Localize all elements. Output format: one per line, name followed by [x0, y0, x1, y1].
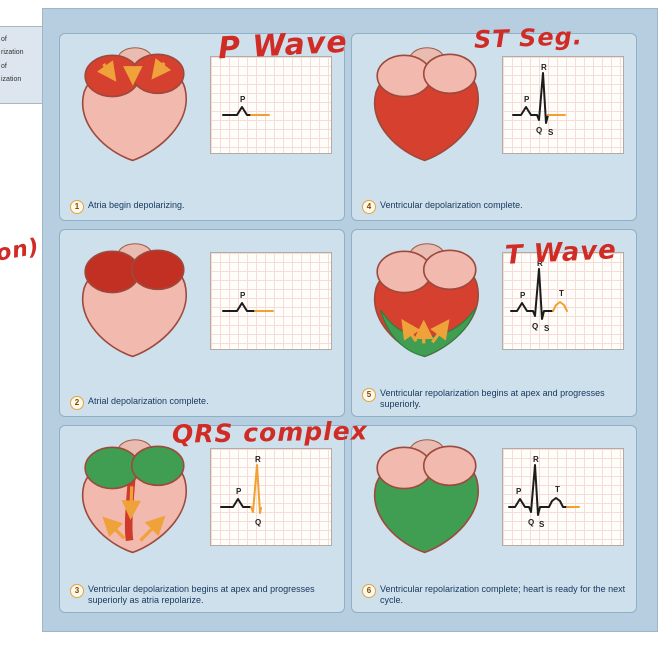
ecg-chart: R P Q S — [502, 56, 624, 154]
ecg-chart: R P Q S T — [502, 448, 624, 546]
left-atrium — [422, 53, 477, 95]
caption-text: Atria begin depolarizing. — [88, 200, 185, 210]
ecg-label-q: Q — [528, 518, 534, 527]
repolarization-arrows-icon — [401, 319, 450, 344]
step-number-badge: 4 — [362, 200, 376, 214]
left-atrium — [422, 445, 477, 487]
caption-text: Atrial depolarization complete. — [88, 396, 209, 406]
ecg-label-p: P — [516, 487, 522, 496]
ecg-chart: R P Q — [210, 448, 332, 546]
ecg-label-r: R — [255, 455, 261, 464]
ecg-trace-black — [512, 72, 549, 124]
panel-2-atrial-depolarization-complete: P 2 Atrial depolarization complete. — [59, 229, 345, 417]
caption-text: Ventricular repolarization complete; hea… — [380, 583, 626, 605]
ecg-label-r: R — [533, 455, 539, 464]
ecg-label-p: P — [240, 291, 246, 300]
heart-illustration — [81, 243, 187, 358]
figure-legend-clipped: of rization of ization — [0, 26, 48, 104]
panel-1-atria-begin-depolarizing: P 1 Atria begin depolarizing. — [59, 33, 345, 221]
ecg-trace-black — [222, 302, 256, 312]
ecg-trace-orange — [250, 464, 262, 514]
step-number-badge: 2 — [70, 396, 84, 410]
panel-3-ventricular-depolarization-begins: R P Q 3 Ventricular depolarization begin… — [59, 425, 345, 613]
ecg-chart: P — [210, 56, 332, 154]
left-atrium — [422, 249, 477, 291]
ecg-label-p: P — [240, 95, 246, 104]
ecg-label-s: S — [544, 324, 550, 333]
ecg-trace-black — [508, 464, 568, 516]
legend-line: of — [1, 62, 7, 70]
panel-caption: 2 Atrial depolarization complete. — [70, 396, 336, 410]
ecg-trace-black — [222, 106, 252, 116]
panel-caption: 6 Ventricular repolarization complete; h… — [362, 583, 628, 607]
ecg-label-t: T — [555, 485, 560, 494]
ecg-label-p: P — [520, 291, 526, 300]
panel-6-ventricular-repolarization-complete: R P Q S T 6 Ventricular repolarization c… — [351, 425, 637, 613]
depolarization-arrows-icon — [97, 58, 172, 86]
ecg-label-r: R — [541, 63, 547, 72]
heart-illustration — [373, 47, 479, 162]
ecg-label-q: Q — [536, 126, 542, 135]
heart-illustration — [81, 47, 187, 162]
ecg-label-q: Q — [532, 322, 538, 331]
heart-illustration — [373, 439, 479, 554]
step-number-badge: 3 — [70, 583, 84, 598]
ecg-chart: P — [210, 252, 332, 350]
panel-caption: 5 Ventricular repolarization begins at a… — [362, 387, 628, 411]
legend-line: ization — [1, 75, 22, 83]
handwritten-qrs-annotation: QRS complex — [171, 416, 369, 449]
step-number-badge: 5 — [362, 387, 376, 402]
panel-caption: 1 Atria begin depolarizing. — [70, 200, 336, 214]
heart-illustration — [373, 243, 479, 358]
panel-caption: 4 Ventricular depolarization complete. — [362, 200, 628, 214]
legend-line: rization — [1, 49, 24, 57]
panel-4-ventricular-depolarization-complete: R P Q S 4 Ventricular depolarization com… — [351, 33, 637, 221]
caption-text: Ventricular repolarization begins at ape… — [380, 387, 605, 409]
ecg-label-r: R — [537, 259, 543, 268]
ecg-label-s: S — [539, 520, 545, 529]
ecg-label-q: Q — [255, 518, 261, 527]
depolarization-arrows-icon — [102, 486, 166, 542]
ecg-label-p: P — [524, 95, 530, 104]
caption-text: Ventricular depolarization complete. — [380, 200, 523, 210]
left-atrium — [130, 445, 185, 487]
panel-caption: 3 Ventricular depolarization begins at a… — [70, 583, 336, 607]
ecg-trace-black — [510, 268, 554, 320]
ecg-trace-black — [220, 498, 252, 508]
handwritten-side-fragment: on) — [0, 234, 42, 267]
ecg-chart: R P Q S T — [502, 252, 624, 350]
step-number-badge: 1 — [70, 200, 84, 214]
ecg-label-t: T — [559, 289, 564, 298]
legend-line: of — [1, 36, 7, 43]
handwritten-p-wave-annotation: P Wave — [217, 24, 349, 67]
caption-text: Ventricular depolarization begins at ape… — [88, 583, 315, 605]
ecg-label-p: P — [236, 487, 242, 496]
heart-illustration — [81, 439, 187, 554]
left-atrium — [130, 249, 185, 291]
figure-board: P 1 Atria begin depolarizing. R — [42, 8, 658, 632]
ecg-label-s: S — [548, 128, 554, 137]
handwritten-st-segment-annotation: ST Seg. — [473, 22, 584, 54]
step-number-badge: 6 — [362, 583, 376, 598]
ecg-trace-orange — [552, 301, 568, 312]
handwritten-t-wave-annotation: T Wave — [504, 235, 618, 271]
panel-5-ventricular-repolarization-begins: R P Q S T 5 Ventricular repolarization b… — [351, 229, 637, 417]
